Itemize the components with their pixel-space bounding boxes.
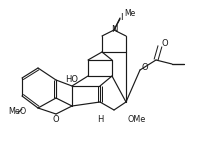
Text: H: H: [97, 114, 103, 124]
Text: N: N: [111, 26, 117, 35]
Text: HO: HO: [65, 74, 78, 83]
Text: MeO: MeO: [8, 107, 26, 116]
Text: O: O: [141, 63, 148, 72]
Text: Me: Me: [124, 9, 135, 18]
Text: OMe: OMe: [128, 114, 146, 124]
Text: I: I: [120, 14, 122, 23]
Text: O: O: [161, 39, 168, 49]
Text: O: O: [53, 115, 59, 125]
